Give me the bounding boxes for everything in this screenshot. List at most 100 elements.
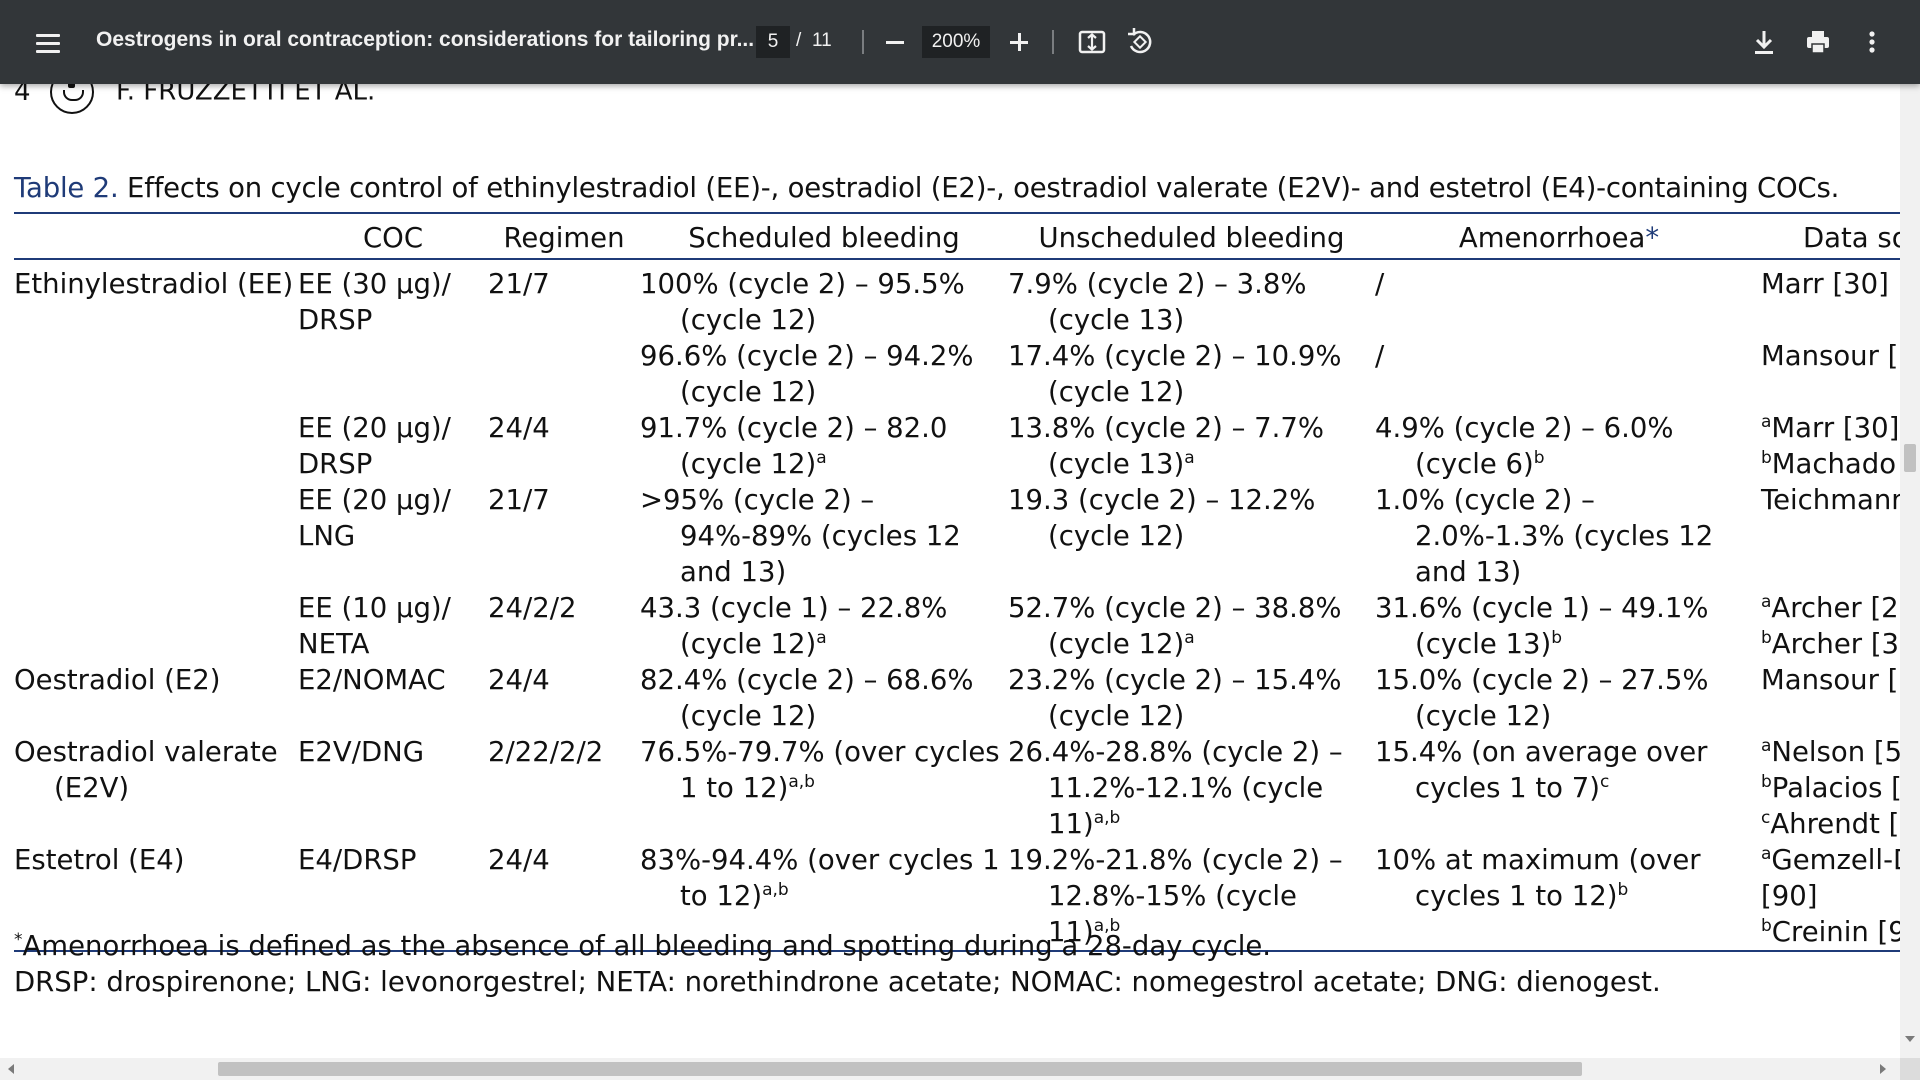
cell-scheduled: 96.6% (cycle 2) – 94.2% (cycle 12) <box>640 340 974 408</box>
cell-unscheduled: 19.2%-21.8% (cycle 2) – 12.8%-15% (cycle… <box>1008 844 1343 948</box>
scroll-down-arrow-icon[interactable] <box>1905 1036 1915 1042</box>
cell-amenorrhoea: / <box>1375 268 1385 300</box>
table-caption: Table 2. Effects on cycle control of eth… <box>14 172 1839 204</box>
cell-source: Mansour [53 <box>1761 340 1900 372</box>
vertical-scrollbar[interactable] <box>1900 84 1920 1058</box>
table-container: COC Regimen Scheduled bleeding Unschedul… <box>14 212 1900 952</box>
page-number-input[interactable] <box>756 26 790 58</box>
cell-regimen: 24/4 <box>488 664 550 696</box>
cell-scheduled: 83%-94.4% (over cycles 1 to 12)a,b <box>640 844 1000 912</box>
vertical-scrollbar-thumb[interactable] <box>1904 444 1916 472</box>
source-line: aArcher [27] <box>1761 592 1900 624</box>
cell-group <box>14 482 298 590</box>
horizontal-scrollbar-thumb[interactable] <box>218 1062 1582 1076</box>
more-vert-icon[interactable] <box>1856 26 1888 58</box>
header-unscheduled-bleeding: Unscheduled bleeding <box>1038 222 1345 254</box>
cell-coc: EE (10 µg)/ NETA <box>298 592 451 660</box>
cell-coc: E4/DRSP <box>298 844 417 876</box>
cell-regimen: 24/4 <box>488 412 550 444</box>
cell-group: Ethinylestradiol (EE) <box>14 268 294 300</box>
document-title: Oestrogens in oral contraception: consid… <box>96 28 755 51</box>
table-row: Ethinylestradiol (EE) EE (30 µg)/ DRSP 2… <box>14 259 1900 338</box>
cell-regimen: 2/22/2/2 <box>488 736 604 768</box>
cell-scheduled: 43.3 (cycle 1) – 22.8% (cycle 12)a <box>640 592 948 660</box>
cell-regimen: 24/4 <box>488 844 550 876</box>
header-coc: COC <box>362 222 424 254</box>
cell-amenorrhoea: 31.6% (cycle 1) – 49.1% (cycle 13)b <box>1375 592 1709 660</box>
table-header-row: COC Regimen Scheduled bleeding Unschedul… <box>14 213 1900 259</box>
page-separator: / <box>796 30 802 51</box>
pdf-page: 4 F. FRUZZETTI ET AL. Table 2. Effects on… <box>14 70 1900 998</box>
table-row: Oestradiol (E2) E2/NOMAC 24/4 82.4% (cyc… <box>14 662 1900 734</box>
source-line: bArcher [33] <box>1761 628 1900 660</box>
cell-coc: EE (20 µg)/ LNG <box>298 484 451 552</box>
cell-source: Teichmann [ <box>1761 484 1900 516</box>
cell-amenorrhoea: / <box>1375 340 1385 372</box>
cell-group: Oestradiol (E2) <box>14 664 221 696</box>
cell-source: Marr [30] <box>1761 268 1889 300</box>
header-amenorrhoea: Amenorrhoea* <box>1458 222 1660 254</box>
header-group <box>14 213 298 259</box>
table-row: EE (10 µg)/ NETA 24/2/2 43.3 (cycle 1) –… <box>14 590 1900 662</box>
cell-amenorrhoea: 4.9% (cycle 2) – 6.0% (cycle 6)b <box>1375 412 1674 480</box>
toolbar-divider <box>862 30 864 54</box>
cell-unscheduled: 7.9% (cycle 2) – 3.8% (cycle 13) <box>1008 268 1307 336</box>
source-line: aGemzell-Dar [90] <box>1761 844 1900 912</box>
download-icon[interactable] <box>1748 26 1780 58</box>
source-line: aNelson [51] <box>1761 736 1900 768</box>
table-label: Table 2. <box>14 172 119 204</box>
cell-coc: EE (20 µg)/ DRSP <box>298 412 451 480</box>
print-icon[interactable] <box>1802 26 1834 58</box>
horizontal-scrollbar[interactable] <box>0 1058 1900 1080</box>
rotate-icon[interactable] <box>1124 26 1156 58</box>
table-row: EE (20 µg)/ LNG 21/7 >95% (cycle 2) – 94… <box>14 482 1900 590</box>
scroll-left-arrow-icon[interactable] <box>8 1064 14 1074</box>
source-line: aMarr [30] <box>1761 412 1900 444</box>
cell-scheduled: 76.5%-79.7% (over cycles 1 to 12)a,b <box>640 736 1000 804</box>
header-regimen: Regimen <box>503 222 625 254</box>
zoom-in-icon[interactable] <box>1002 22 1036 62</box>
cell-coc <box>298 338 488 410</box>
toolbar-divider <box>1052 30 1054 54</box>
cell-unscheduled: 13.8% (cycle 2) – 7.7% (cycle 13)a <box>1008 412 1324 480</box>
scrollbar-corner <box>1900 1058 1920 1080</box>
cell-regimen <box>488 338 640 410</box>
cell-scheduled: >95% (cycle 2) – 94%-89% (cycles 12 and … <box>640 484 961 588</box>
cell-group: Estetrol (E4) <box>14 844 185 876</box>
table-caption-text: Effects on cycle control of ethinylestra… <box>127 172 1840 204</box>
cell-unscheduled: 52.7% (cycle 2) – 38.8% (cycle 12)a <box>1008 592 1342 660</box>
cell-coc: E2V/DNG <box>298 736 425 768</box>
cell-amenorrhoea: 1.0% (cycle 2) – 2.0%-1.3% (cycles 12 an… <box>1375 484 1714 588</box>
cell-group <box>14 410 298 482</box>
zoom-level-input[interactable] <box>922 26 990 58</box>
header-scheduled-bleeding: Scheduled bleeding <box>688 222 960 254</box>
cell-group: Oestradiol valerate (E2V) <box>14 736 278 804</box>
cell-source: Mansour [53 <box>1761 664 1900 696</box>
table-row: 96.6% (cycle 2) – 94.2% (cycle 12) 17.4%… <box>14 338 1900 410</box>
cell-unscheduled: 26.4%-28.8% (cycle 2) – 11.2%-12.1% (cyc… <box>1008 736 1343 840</box>
cell-scheduled: 91.7% (cycle 2) – 82.0 (cycle 12)a <box>640 412 948 480</box>
cell-regimen: 21/7 <box>488 268 550 300</box>
source-line: cAhrendt [31 <box>1761 808 1900 840</box>
cell-amenorrhoea: 10% at maximum (over cycles 1 to 12)b <box>1375 844 1701 912</box>
table-row: EE (20 µg)/ DRSP 24/4 91.7% (cycle 2) – … <box>14 410 1900 482</box>
cell-group <box>14 590 298 662</box>
table-footnote: *Amenorrhoea is defined as the absence o… <box>14 930 1271 962</box>
cell-scheduled: 82.4% (cycle 2) – 68.6% (cycle 12) <box>640 664 974 732</box>
zoom-out-icon[interactable] <box>878 22 912 62</box>
scroll-right-arrow-icon[interactable] <box>1880 1064 1886 1074</box>
page-total: 11 <box>812 30 832 51</box>
cell-regimen: 24/2/2 <box>488 592 577 624</box>
menu-icon[interactable] <box>28 26 68 60</box>
cell-unscheduled: 23.2% (cycle 2) – 15.4% (cycle 12) <box>1008 664 1342 732</box>
cell-unscheduled: 17.4% (cycle 2) – 10.9% (cycle 12) <box>1008 340 1342 408</box>
source-line: bMachado [3 <box>1761 448 1900 480</box>
fit-to-page-icon[interactable] <box>1076 26 1108 58</box>
cell-source: aMarr [30] bMachado [3 <box>1743 410 1900 482</box>
cell-source: aGemzell-Dar [90] bCreinin [91] <box>1743 842 1900 951</box>
table-row: Estetrol (E4) E4/DRSP 24/4 83%-94.4% (ov… <box>14 842 1900 951</box>
cell-amenorrhoea: 15.4% (on average over cycles 1 to 7)c <box>1375 736 1708 804</box>
source-line: bPalacios [52 <box>1761 772 1900 804</box>
cell-coc: EE (30 µg)/ DRSP <box>298 268 451 336</box>
source-line: bCreinin [91] <box>1761 916 1900 948</box>
